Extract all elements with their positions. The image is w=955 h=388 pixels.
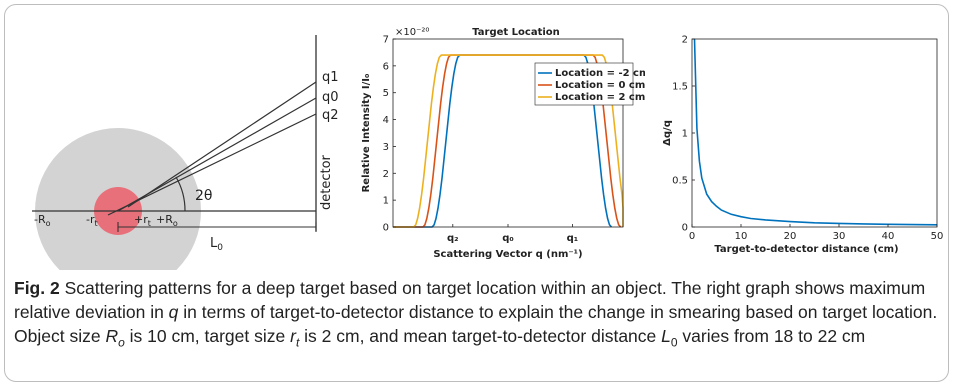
- legend-label-0: Location = -2 cm: [555, 68, 645, 79]
- y-tick-label: 4: [383, 115, 389, 126]
- plot-frame: [691, 38, 938, 228]
- label-pos-r: +rt: [134, 213, 151, 228]
- x-tick-label: 50: [931, 231, 944, 242]
- y-tick-label: 1: [682, 129, 688, 140]
- y-tick-label: 2: [682, 35, 688, 46]
- y-tick-label: 0: [682, 223, 688, 234]
- x-tick-label: q₁: [567, 233, 579, 244]
- distance-label: L0: [210, 236, 223, 253]
- y-tick-label: 6: [383, 61, 389, 72]
- y-tick-label: 1: [383, 196, 389, 207]
- x-tick-label: 0: [689, 231, 695, 242]
- x-tick-label: 10: [735, 231, 748, 242]
- ray-q1: [127, 81, 317, 208]
- x-tick-label: 40: [882, 231, 895, 242]
- y-multiplier: ×10⁻²⁰: [395, 27, 429, 38]
- ray-q2: [107, 113, 317, 216]
- y-axis-label: Relative Intensity I/I₀: [361, 74, 372, 193]
- x-tick-label: 30: [833, 231, 846, 242]
- series-line: [693, 38, 938, 226]
- y-tick-label: 5: [383, 88, 389, 99]
- legend-box: [534, 62, 634, 106]
- angle-label: 2θ: [195, 188, 212, 204]
- label-q1: q1: [322, 70, 339, 85]
- legend-label-2: Location = 2 cm: [555, 92, 645, 103]
- scattering-geometry-diagram: detector q1 q0 q2 2θ -Ro -rt +rt +Ro L0: [32, 35, 339, 270]
- ray-q0: [117, 97, 317, 212]
- legend-label-1: Location = 0 cm: [555, 80, 645, 91]
- y-tick-label: 0: [383, 223, 389, 234]
- label-q0: q0: [322, 90, 339, 105]
- label-q2: q2: [322, 108, 339, 123]
- x-tick-label: q₀: [502, 233, 514, 244]
- chart-title: Target Location: [472, 27, 560, 38]
- label-pos-R: +Ro: [156, 213, 178, 228]
- figure-caption: Fig. 2 Scattering patterns for a deep ta…: [14, 278, 938, 350]
- x-axis-label: Scattering Vector q (nm⁻¹): [433, 249, 582, 260]
- figure-frame: [4, 4, 949, 382]
- detector-label: detector: [319, 154, 334, 210]
- y-tick-label: 3: [383, 142, 389, 153]
- x-tick-label: 20: [784, 231, 797, 242]
- label-neg-r: -rt: [86, 213, 98, 228]
- y-tick-label: 1.5: [672, 82, 688, 93]
- y-tick-label: 7: [383, 35, 389, 46]
- chart-target-location: 0 1 2 3 4 5 6 7 q₂ q₀ q₁ ×10⁻²⁰ Target Location Scatt…: [361, 27, 645, 260]
- label-neg-R: -Ro: [34, 213, 51, 228]
- x-axis-label: Target-to-detector distance (cm): [714, 244, 898, 255]
- y-tick-label: 2: [383, 169, 389, 180]
- y-axis-label: Δq/q: [662, 120, 673, 146]
- x-tick-label: q₂: [447, 233, 459, 244]
- series-line-2: [393, 54, 624, 228]
- caption-label: Fig. 2: [14, 278, 60, 298]
- angle-arc: [175, 176, 186, 212]
- y-tick-label: 0.5: [672, 176, 688, 187]
